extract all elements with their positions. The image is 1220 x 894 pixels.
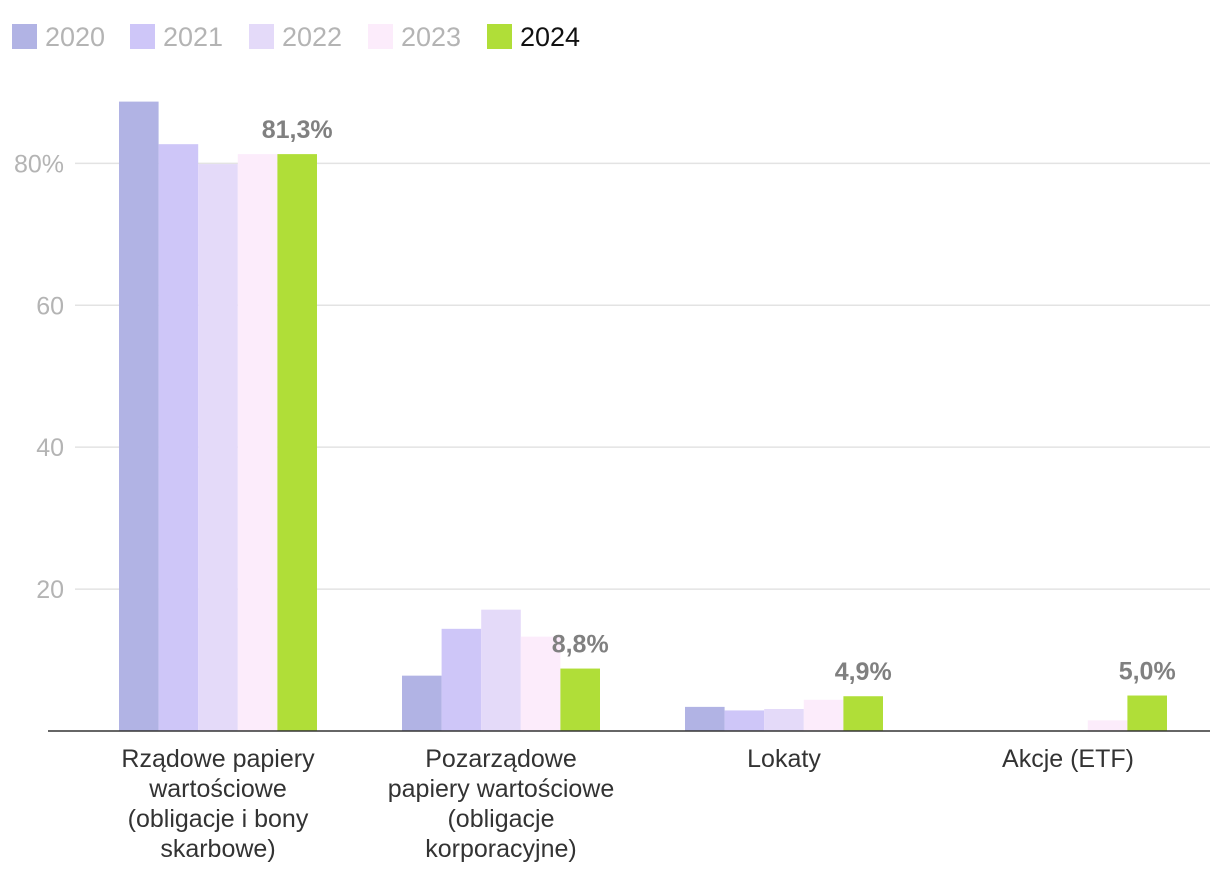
legend-swatch: [368, 24, 393, 49]
y-tick-label: 60: [36, 292, 64, 320]
data-label: 5,0%: [1119, 658, 1176, 686]
bars: [119, 101, 1167, 732]
x-tick-line: (obligacje: [447, 805, 554, 833]
legend-item-2023[interactable]: 2023: [368, 22, 461, 52]
bar-2020-0: [119, 101, 159, 732]
bar-2022-1: [481, 609, 521, 731]
bar-2022-2: [764, 709, 804, 731]
bar-2023-1: [520, 636, 561, 731]
legend-label: 2020: [45, 22, 105, 52]
bar-2021-0: [158, 144, 199, 732]
legend-label: 2021: [163, 22, 223, 52]
bar-2024-2: [843, 696, 883, 731]
legend-label: 2023: [401, 22, 461, 52]
y-axis: 20 40 60 80%: [14, 150, 64, 604]
bar-2022-0: [198, 164, 238, 732]
data-label: 8,8%: [552, 631, 609, 659]
legend-swatch: [249, 24, 274, 49]
bar-2023-0: [237, 154, 278, 731]
bar-2024-1: [560, 668, 600, 731]
legend-swatch: [12, 24, 37, 49]
legend: 2020 2021 2022 2023 2024: [12, 22, 580, 52]
x-tick-label: Lokaty: [747, 745, 821, 773]
x-tick-label: Pozarządowe papiery wartościowe (obligacje…: [388, 745, 615, 863]
data-label: 4,9%: [835, 658, 892, 686]
x-tick-line: (obligacje i bony: [128, 805, 309, 833]
bar-2020-2: [685, 706, 725, 731]
bar-2020-1: [402, 675, 442, 731]
bar-2021-2: [724, 710, 765, 731]
legend-label: 2024: [520, 22, 580, 52]
legend-swatch: [487, 24, 512, 49]
x-tick-line: Lokaty: [747, 745, 821, 773]
bar-2021-1: [441, 628, 482, 731]
x-tick-line: Akcje (ETF): [1002, 745, 1134, 773]
y-tick-label: 20: [36, 576, 64, 604]
legend-item-2020[interactable]: 2020: [12, 22, 105, 52]
bar-2023-2: [803, 699, 844, 731]
x-tick-line: papiery wartościowe: [388, 775, 615, 803]
data-label: 81,3%: [262, 116, 333, 144]
x-tick-label: Rządowe papiery wartościowe (obligacje i b…: [121, 745, 315, 863]
legend-item-2022[interactable]: 2022: [249, 22, 342, 52]
y-tick-label: 40: [36, 434, 64, 462]
legend-item-2024[interactable]: 2024: [487, 22, 580, 52]
y-tick-label: 80%: [14, 150, 64, 178]
x-tick-line: korporacyjne): [425, 835, 576, 863]
legend-item-2021[interactable]: 2021: [130, 22, 223, 52]
legend-label: 2022: [282, 22, 342, 52]
legend-swatch: [130, 24, 155, 49]
x-axis: Rządowe papiery wartościowe (obligacje i b…: [121, 745, 1134, 863]
x-tick-line: Pozarządowe: [425, 745, 576, 773]
bar-2024-0: [277, 154, 317, 731]
x-tick-line: Rządowe papiery: [121, 745, 315, 773]
x-tick-label: Akcje (ETF): [1002, 745, 1134, 773]
bar-2023-3: [1087, 720, 1128, 731]
x-tick-line: skarbowe): [160, 835, 275, 863]
bar-2024-3: [1127, 695, 1167, 731]
data-labels: 81,3% 8,8% 4,9% 5,0%: [262, 116, 1176, 686]
x-tick-line: wartościowe: [148, 775, 287, 803]
